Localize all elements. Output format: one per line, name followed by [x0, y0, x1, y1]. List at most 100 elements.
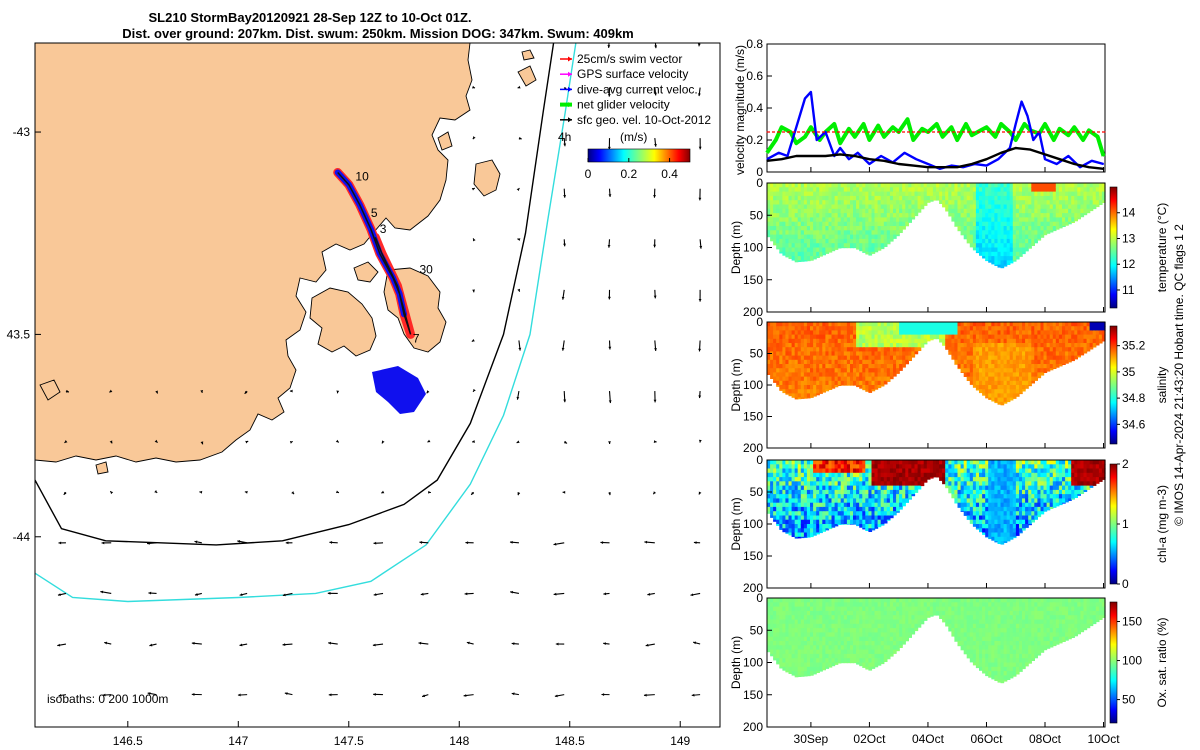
section-cell-43-7	[899, 351, 903, 357]
section-cell-72-15	[988, 524, 992, 529]
section-cell-20-10	[828, 226, 833, 231]
section-cell-49-5	[917, 343, 922, 348]
land-islet-2	[521, 49, 535, 61]
section-cell-7-2	[788, 191, 793, 197]
section-cell-71-0	[985, 183, 989, 188]
section-cell-37-6	[880, 208, 885, 214]
section-cell-10-9	[797, 359, 802, 365]
section-cell-82-1	[1019, 187, 1023, 193]
section-cell-29-11	[856, 506, 860, 512]
vector-arrowhead-139	[147, 692, 151, 695]
section-cell-12-14	[803, 519, 808, 525]
section-cell-21-8	[831, 355, 836, 361]
section-cell-1-8	[770, 217, 774, 223]
section-cell-75-7	[997, 213, 1002, 218]
section-cell-22-0	[834, 322, 839, 327]
section-cell-63-2	[960, 191, 965, 197]
section-cell-52-0	[926, 183, 931, 188]
section-cell-58-1	[945, 326, 949, 331]
section-cell-2-9	[773, 498, 777, 504]
section-cell-14-12	[810, 372, 814, 378]
section-cell-26-13	[846, 515, 851, 521]
section-cell-8-13	[791, 238, 796, 244]
section-cell-4-11	[779, 230, 783, 236]
section-cell-15-5	[813, 204, 817, 210]
section-cell-87-6	[1034, 485, 1038, 491]
section-cell-33-11	[868, 506, 873, 512]
section-cell-82-3	[1019, 195, 1023, 201]
section-cell-33-16	[868, 528, 873, 532]
section-cell-93-10	[1052, 226, 1057, 231]
section-cell-20-15	[828, 524, 833, 529]
section-cell-103-0	[1083, 183, 1088, 188]
section-cell-3-1	[776, 326, 780, 331]
section-cell-89-3	[1040, 334, 1045, 340]
section-cell-73-2	[991, 330, 995, 336]
section-cell-48-4	[914, 338, 919, 344]
section-cell-91-2	[1046, 468, 1051, 474]
section-cell-70-14	[982, 519, 986, 525]
section-cell-24-14	[840, 519, 845, 525]
section-cell-36-7	[877, 489, 882, 495]
section-cell-13-10	[806, 226, 811, 231]
section-cell-15-1	[813, 464, 817, 470]
section-cell-93-3	[1052, 472, 1057, 478]
section-cell-31-5	[862, 343, 866, 348]
section-cell-91-0	[1046, 183, 1051, 188]
section-cell-3-12	[776, 372, 780, 378]
section-cell-74-0	[994, 322, 999, 327]
section-cell-88-3	[1037, 472, 1042, 478]
section-cell-100-5	[1074, 204, 1078, 210]
section-cell-20-9	[828, 221, 833, 227]
section-cell-11-4	[800, 338, 805, 344]
section-cell-27-8	[850, 355, 854, 361]
section-cell-92-7	[1049, 213, 1054, 218]
section-cell-79-5	[1009, 204, 1014, 210]
section-cell-109-1	[1101, 187, 1106, 193]
section-cell-17-15	[819, 385, 823, 390]
section-cell-23-0	[837, 460, 842, 465]
section-cell-77-15	[1003, 247, 1008, 253]
section-cell-23-5	[837, 481, 842, 487]
section-cell-31-14	[862, 243, 866, 249]
section-cell-31-9	[862, 498, 866, 504]
section-cell-62-4	[957, 200, 962, 206]
section-cell-26-1	[846, 464, 851, 470]
section-cell-99-3	[1071, 334, 1075, 340]
velocity-point-2-5	[839, 153, 841, 155]
vector-arrowhead-41	[471, 338, 475, 342]
section-cell-74-6	[994, 208, 999, 214]
section-cell-15-13	[813, 515, 817, 521]
section-cell-40-12	[889, 511, 894, 517]
section-cell-8-1	[791, 326, 796, 331]
section-cell-78-13	[1006, 376, 1011, 382]
section-cell-81-17	[1015, 256, 1020, 260]
section-cell-25-2	[843, 468, 848, 474]
section-cell-29-12	[856, 372, 860, 378]
section-cell-18-11	[822, 506, 826, 512]
section-cell-71-0	[985, 322, 989, 327]
section-cell-51-5	[923, 343, 928, 345]
section-cell-91-11	[1046, 368, 1051, 372]
section-cell-80-17	[1012, 393, 1017, 399]
section-cell-7-10	[788, 364, 793, 369]
section-cell-72-3	[988, 334, 992, 340]
section-cell-59-0	[948, 460, 952, 465]
section-cell-21-7	[831, 489, 836, 495]
section-cell-68-16	[975, 528, 980, 530]
section-cell-88-2	[1037, 468, 1042, 474]
section-cell-4-3	[779, 472, 783, 478]
section-cell-32-4	[865, 477, 869, 482]
section-cell-39-5	[886, 481, 891, 487]
section-cell-97-8	[1065, 217, 1069, 223]
section-cell-74-8	[994, 217, 999, 223]
section-cell-97-2	[1065, 330, 1069, 336]
section-cell-5-4	[782, 338, 787, 344]
section-cell-40-9	[889, 359, 894, 365]
section-cell-105-6	[1089, 347, 1094, 350]
section-cell-82-0	[1019, 183, 1023, 188]
section-cell-30-3	[859, 334, 863, 340]
section-cell-64-4	[963, 338, 968, 344]
section-cell-68-8	[975, 494, 980, 499]
